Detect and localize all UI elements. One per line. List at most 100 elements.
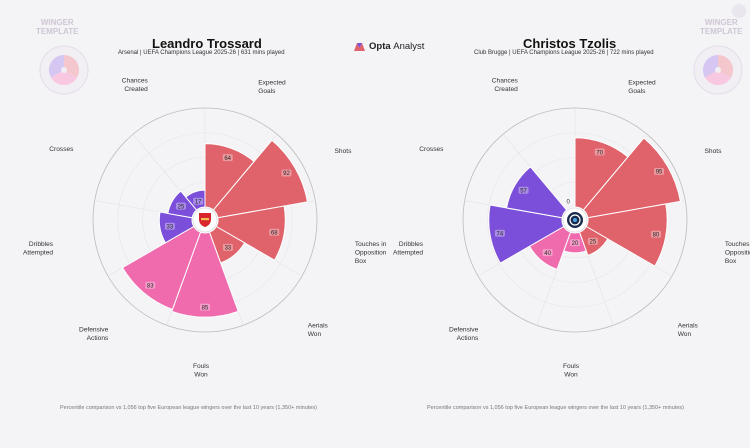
value-label-bg-8 <box>563 197 574 205</box>
category-label-line: Created <box>124 86 148 93</box>
category-label-0: Expected Goals <box>628 79 656 95</box>
category-label-line: Fouls <box>563 363 580 370</box>
value-label-bg-3 <box>222 243 233 251</box>
category-label-8: Chances Created <box>492 77 519 93</box>
category-label-line: Opposition <box>355 249 387 256</box>
bar-7 <box>506 166 568 219</box>
category-label-line: Aerials <box>308 323 329 330</box>
category-label-line: Chances <box>122 77 149 84</box>
brand-text: Opta Analyst <box>369 41 425 52</box>
template-label-left: WINGER TEMPLATE <box>36 18 79 36</box>
bar-8 <box>185 189 206 211</box>
category-label-line: Created <box>494 86 518 93</box>
bar-6 <box>158 211 195 244</box>
category-label-line: Defensive <box>449 327 479 334</box>
category-label-line: Goals <box>258 88 276 95</box>
category-label-line: Dribbles <box>399 241 424 248</box>
category-label-line: Box <box>725 258 737 265</box>
value-label-8: 17 <box>195 199 202 205</box>
value-label-bg-7 <box>175 202 186 210</box>
value-label-bg-6 <box>494 229 505 237</box>
value-label-1: 95 <box>656 170 663 176</box>
value-label-bg-5 <box>542 249 553 257</box>
category-label-5: Defensive Actions <box>79 327 109 343</box>
player-subtitle-left: Arsenal | UEFA Champions League 2025-26 … <box>118 50 285 56</box>
category-label-line: Won <box>194 372 208 379</box>
category-label-1: Shots <box>335 148 353 155</box>
value-label-2: 68 <box>271 230 278 236</box>
value-label-bg-2 <box>269 228 280 236</box>
category-label-5: Defensive Actions <box>449 327 479 343</box>
bar-3 <box>578 225 609 257</box>
category-label-line: Shots <box>335 148 353 155</box>
template-badge-icon-0 <box>39 45 89 95</box>
category-label-6: Dribbles Attempted <box>393 241 424 256</box>
category-label-line: Actions <box>87 335 109 342</box>
category-label-1: Shots <box>705 148 723 155</box>
category-label-7: Crosses <box>49 146 74 153</box>
bar-2 <box>215 205 286 261</box>
value-label-bg-2 <box>650 230 661 238</box>
value-label-4: 85 <box>202 305 209 311</box>
value-label-8: 0 <box>566 199 570 205</box>
category-label-line: Touches in <box>355 241 387 248</box>
value-label-5: 83 <box>147 283 154 289</box>
bar-5 <box>121 225 202 311</box>
category-label-line: Fouls <box>193 363 210 370</box>
value-label-bg-0 <box>594 148 605 156</box>
arsenal-crest-icon <box>199 213 211 227</box>
category-label-line: Expected <box>628 79 656 86</box>
value-label-3: 25 <box>589 239 596 245</box>
category-label-4: Fouls Won <box>563 363 580 379</box>
category-label-7: Crosses <box>419 146 444 153</box>
category-label-line: Shots <box>705 148 723 155</box>
value-label-bg-4 <box>570 239 580 247</box>
category-label-line: Dribbles <box>29 241 54 248</box>
category-label-line: Aerials <box>678 323 699 330</box>
category-label-3: Aerials Won <box>678 323 699 339</box>
category-label-line: Expected <box>258 79 286 86</box>
value-label-0: 64 <box>224 156 231 162</box>
player-subtitle-right: Club Brugge | UEFA Champions League 2025… <box>474 50 654 56</box>
value-label-bg-6 <box>164 222 175 230</box>
category-label-line: Box <box>355 258 367 265</box>
value-label-7: 57 <box>520 188 527 194</box>
bar-1 <box>212 139 309 219</box>
opta-logo-icon <box>354 43 365 51</box>
category-label-line: Attempted <box>23 249 53 256</box>
footnote-left: Percentile comparison vs 1,056 top five … <box>60 405 317 411</box>
club-brugge-crest-icon <box>567 212 583 228</box>
value-label-0: 70 <box>596 150 603 156</box>
player-name-left: Leandro Trossard <box>152 36 262 51</box>
value-label-bg-3 <box>587 237 598 245</box>
player-name-right: Christos Tzolis <box>523 36 617 51</box>
bar-6 <box>488 204 565 264</box>
bar-2 <box>585 203 668 267</box>
bar-4 <box>171 231 239 318</box>
category-label-0: Expected Goals <box>258 79 286 95</box>
value-label-bg-8 <box>193 197 204 205</box>
category-label-3: Aerials Won <box>308 323 329 339</box>
bar-7 <box>167 190 198 219</box>
category-label-line: Actions <box>457 335 479 342</box>
value-label-6: 33 <box>167 224 174 230</box>
template-label-right: WINGER TEMPLATE <box>700 18 743 36</box>
category-label-line: Goals <box>628 88 646 95</box>
value-label-4: 20 <box>572 241 579 247</box>
category-label-line: Opposition <box>725 249 750 256</box>
category-label-line: Won <box>564 372 578 379</box>
category-label-4: Fouls Won <box>193 363 210 379</box>
value-label-6: 74 <box>497 231 504 237</box>
value-label-5: 40 <box>544 251 551 257</box>
value-label-bg-0 <box>222 154 233 162</box>
value-label-bg-5 <box>145 281 156 289</box>
footnote-right: Percentile comparison vs 1,056 top five … <box>427 405 684 411</box>
value-label-bg-7 <box>518 186 529 194</box>
bar-1 <box>582 137 682 219</box>
value-label-bg-1 <box>654 167 665 175</box>
category-label-line: Defensive <box>79 327 109 334</box>
category-label-line: Crosses <box>49 146 74 153</box>
